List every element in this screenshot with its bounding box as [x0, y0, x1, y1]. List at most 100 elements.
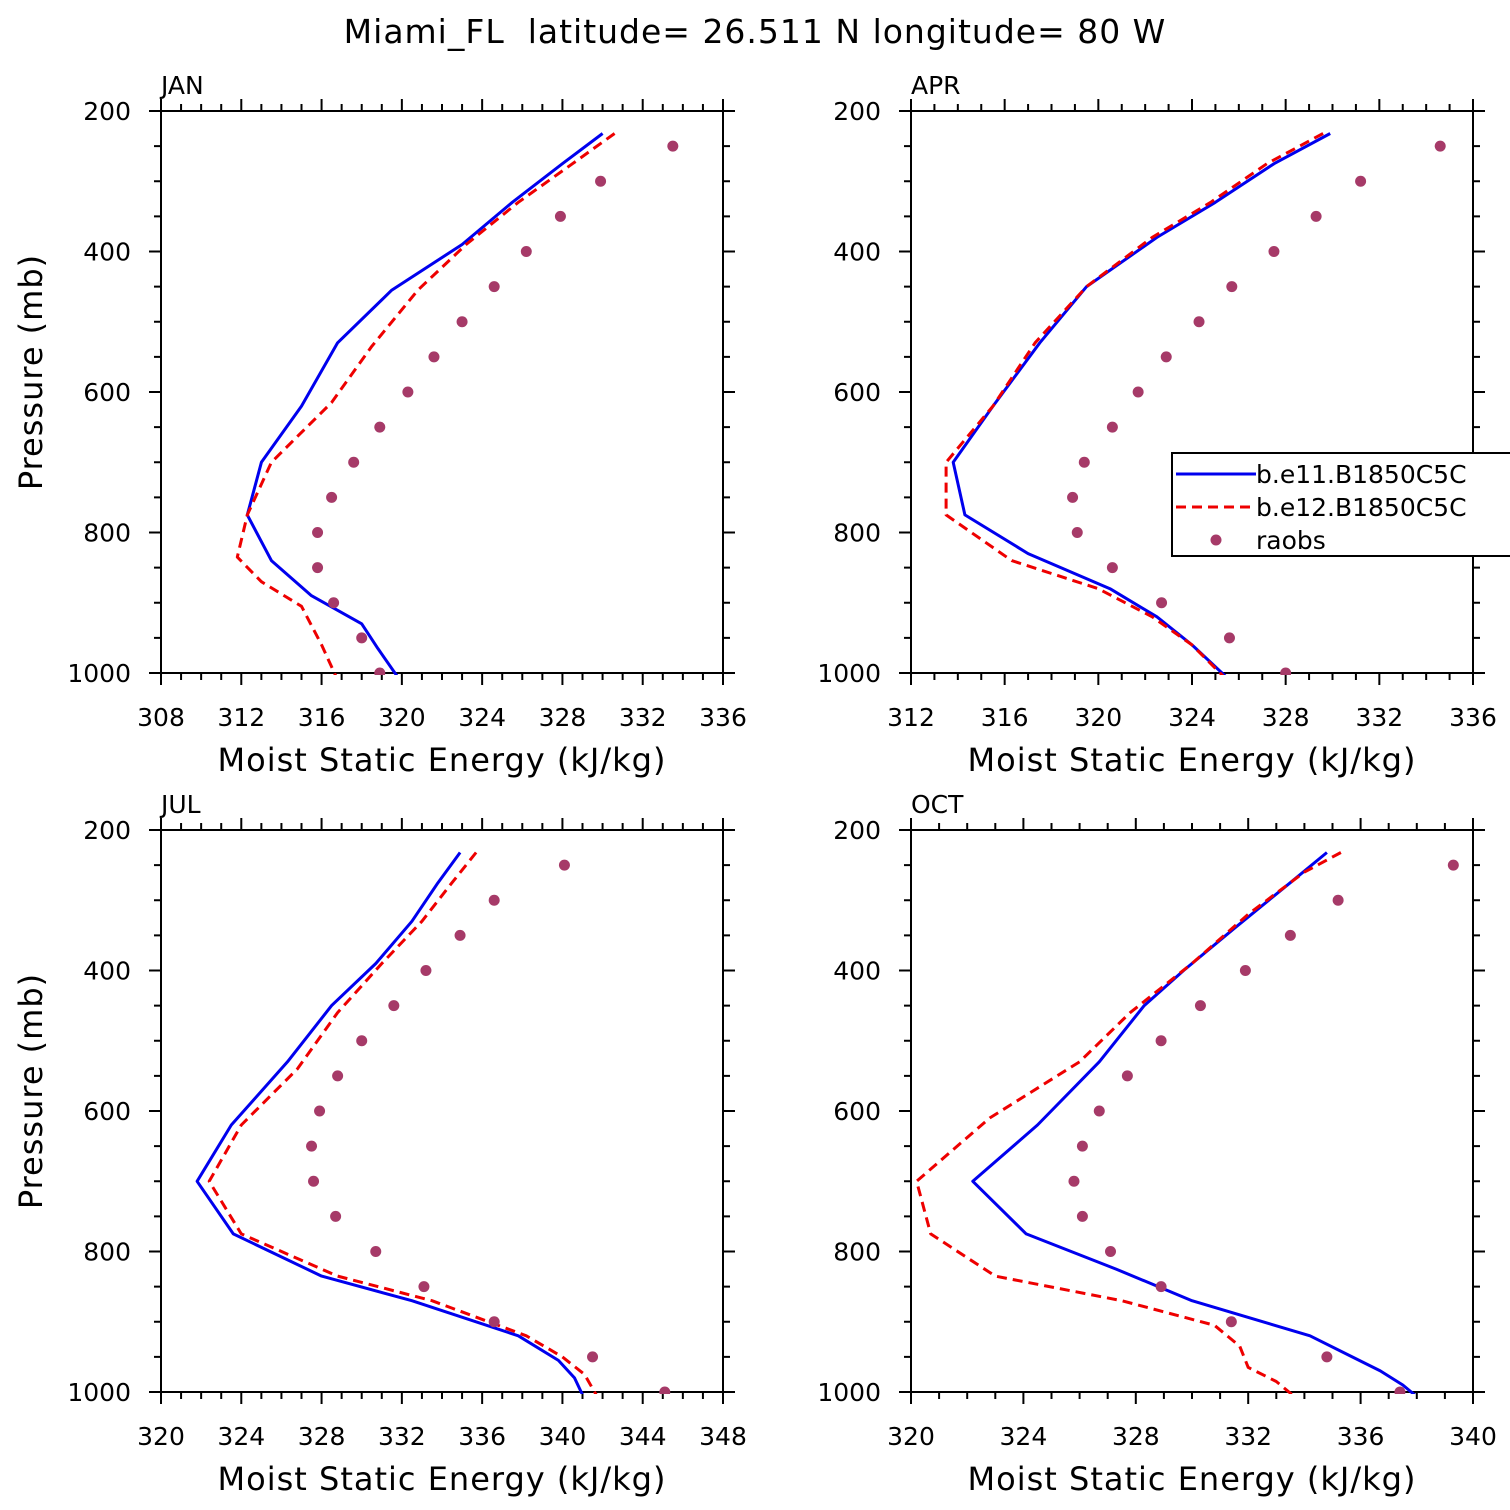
data-point-raobs	[488, 1316, 500, 1328]
data-point-raobs	[1155, 1035, 1167, 1047]
plot-frame	[160, 110, 724, 674]
data-point-raobs	[312, 527, 324, 538]
series-line-b-e12-b1850c5c	[915, 851, 1342, 1394]
x-axis-label: Moist Static Energy (kJ/kg)	[218, 1460, 667, 1498]
panel-label: OCT	[911, 790, 964, 819]
data-point-raobs	[587, 1351, 599, 1363]
y-tick-label: 200	[833, 816, 881, 845]
x-tick-label: 332	[1224, 1422, 1272, 1451]
data-point-raobs	[328, 597, 340, 609]
data-point-raobs	[558, 859, 570, 871]
x-tick-label: 328	[539, 703, 587, 732]
y-tick-label: 400	[83, 957, 131, 986]
data-point-raobs	[1194, 1000, 1206, 1012]
data-point-raobs	[1284, 929, 1296, 941]
data-point-raobs	[1434, 140, 1446, 152]
data-point-raobs	[306, 1140, 318, 1152]
data-point-raobs	[330, 1210, 342, 1222]
y-tick-label: 600	[83, 378, 131, 407]
data-point-raobs	[554, 210, 566, 222]
x-tick-label: 336	[458, 1422, 506, 1451]
data-point-raobs	[1106, 562, 1118, 574]
y-axis-ticks	[149, 110, 735, 674]
y-tick-label: 1000	[67, 1378, 131, 1407]
data-point-raobs	[1078, 456, 1090, 468]
x-tick-label: 344	[619, 1422, 667, 1451]
x-tick-label: 332	[378, 1422, 426, 1451]
data-point-raobs	[388, 1000, 400, 1012]
series-line-b-e12-b1850c5c	[235, 132, 616, 675]
x-tick-label: 316	[981, 703, 1029, 732]
x-tick-label: 320	[137, 1422, 185, 1451]
x-tick-label: 312	[887, 703, 935, 732]
data-point-raobs	[1121, 1070, 1133, 1082]
figure-title: Miami_FL latitude= 26.511 N longitude= 8…	[343, 12, 1167, 51]
x-tick-label: 332	[619, 703, 667, 732]
x-tick-label: 316	[298, 703, 346, 732]
data-point-raobs	[1132, 386, 1144, 398]
y-tick-label: 200	[83, 97, 131, 126]
y-tick-label: 600	[833, 1097, 881, 1126]
data-point-raobs	[374, 421, 386, 433]
series-group	[235, 132, 679, 675]
data-point-raobs	[1156, 597, 1168, 609]
data-point-raobs	[1160, 351, 1172, 363]
data-point-raobs	[1067, 491, 1079, 503]
y-tick-label: 200	[83, 816, 131, 845]
y-tick-label: 1000	[817, 659, 881, 688]
y-axis-label: Pressure (mb)	[12, 973, 50, 1209]
data-point-raobs	[456, 316, 468, 328]
y-axis-ticks	[149, 829, 735, 1393]
data-point-raobs	[308, 1175, 320, 1187]
data-point-raobs	[1394, 1386, 1406, 1394]
x-tick-label: 328	[1262, 703, 1310, 732]
y-tick-label: 400	[833, 957, 881, 986]
data-point-raobs	[1225, 1316, 1237, 1328]
data-point-raobs	[488, 894, 500, 906]
x-tick-label: 340	[539, 1422, 587, 1451]
data-point-raobs	[1280, 667, 1292, 675]
x-tick-label: 324	[1000, 1422, 1048, 1451]
data-point-raobs	[1239, 965, 1251, 976]
data-point-raobs	[348, 456, 360, 468]
data-point-raobs	[326, 491, 338, 503]
data-point-raobs	[454, 929, 466, 941]
data-point-raobs	[418, 1281, 430, 1293]
panel-label: JAN	[159, 71, 204, 100]
data-point-raobs	[1106, 421, 1118, 433]
data-point-raobs	[1226, 281, 1238, 293]
x-tick-label: 320	[887, 1422, 935, 1451]
data-point-raobs	[1105, 1246, 1117, 1257]
legend-label: raobs	[1256, 526, 1326, 555]
series-line-b-e11-b1850c5c	[971, 851, 1416, 1394]
legend: b.e11.B1850C5C b.e12.B1850C5C raobs	[1171, 452, 1510, 557]
panel-apr: 312 316 320 324 328 332 336 200 400 600 800 1000 APR…	[817, 71, 1496, 779]
x-axis-label: Moist Static Energy (kJ/kg)	[218, 741, 667, 779]
data-point-raobs	[1321, 1351, 1333, 1363]
data-point-raobs	[314, 1105, 326, 1117]
data-point-raobs	[420, 965, 432, 976]
legend-box	[1171, 452, 1510, 557]
data-point-raobs	[1447, 859, 1459, 871]
y-tick-label: 600	[833, 378, 881, 407]
panel-oct: 320 324 328 332 336 340 200 400 600 800 1000 OCT Moi…	[817, 790, 1496, 1498]
x-tick-label: 324	[458, 703, 506, 732]
y-tick-label: 400	[833, 238, 881, 267]
y-axis-ticks	[899, 829, 1485, 1393]
data-point-raobs	[332, 1070, 344, 1082]
x-tick-label: 328	[1112, 1422, 1160, 1451]
data-point-raobs	[1355, 175, 1367, 187]
data-point-raobs	[1068, 1175, 1080, 1187]
data-point-raobs	[520, 246, 532, 257]
y-tick-label: 200	[833, 97, 881, 126]
data-point-raobs	[659, 1386, 671, 1394]
data-point-raobs	[667, 140, 679, 152]
data-point-raobs	[312, 562, 324, 574]
y-tick-label: 400	[83, 238, 131, 267]
plot-frame	[910, 110, 1474, 674]
series-line-b-e12-b1850c5c	[944, 132, 1324, 675]
series-line-b-e11-b1850c5c	[245, 132, 604, 675]
panel-label: APR	[911, 71, 961, 100]
y-tick-label: 1000	[817, 1378, 881, 1407]
